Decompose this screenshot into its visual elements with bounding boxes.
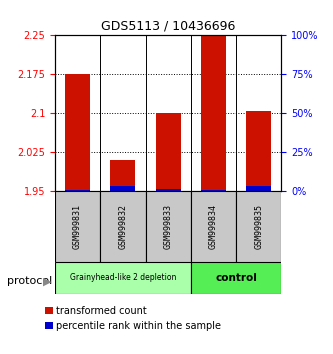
Bar [201,35,226,191]
Text: GSM999831: GSM999831 [73,204,82,249]
Text: GSM999834: GSM999834 [209,204,218,249]
Bar [191,262,281,294]
Bar [246,111,271,191]
Bar [111,187,135,191]
Text: GSM999832: GSM999832 [118,204,128,249]
Bar [191,191,236,262]
Text: ▶: ▶ [43,276,52,286]
Bar [111,160,135,191]
Bar [55,262,191,294]
Bar [246,186,271,191]
Bar [65,74,90,191]
Bar [65,190,90,191]
Bar [55,191,100,262]
Text: protocol: protocol [7,276,52,286]
Legend: transformed count, percentile rank within the sample: transformed count, percentile rank withi… [45,306,221,331]
Bar [100,191,146,262]
Text: GSM999833: GSM999833 [164,204,173,249]
Bar [201,190,226,191]
Text: control: control [215,273,257,283]
Bar [236,191,281,262]
Text: Grainyhead-like 2 depletion: Grainyhead-like 2 depletion [70,273,176,282]
Title: GDS5113 / 10436696: GDS5113 / 10436696 [101,20,235,33]
Text: GSM999835: GSM999835 [254,204,263,249]
Bar [156,113,180,191]
Bar [156,189,180,191]
Bar [146,191,191,262]
